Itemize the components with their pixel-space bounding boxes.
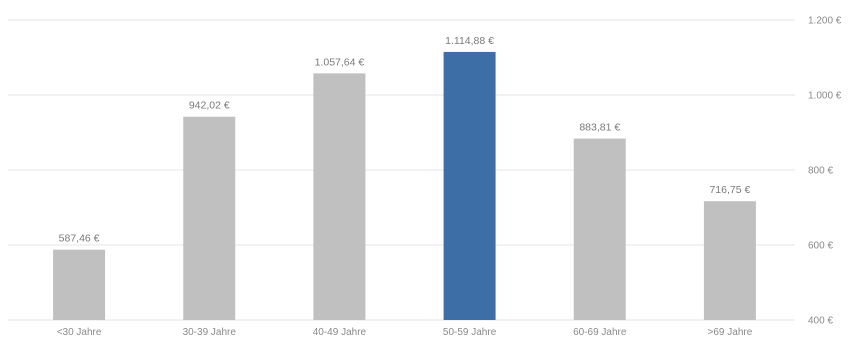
bar <box>53 249 106 320</box>
x-tick-label: 30-39 Jahre <box>183 327 237 338</box>
y-tick-label: 600 € <box>808 241 833 252</box>
x-tick-label: >69 Jahre <box>708 327 753 338</box>
data-label: 587,46 € <box>59 233 100 245</box>
bar <box>703 201 756 320</box>
x-tick-label: 40-49 Jahre <box>313 327 367 338</box>
y-tick-label: 1.000 € <box>808 91 842 102</box>
bars <box>53 51 756 321</box>
bar <box>313 73 366 320</box>
x-axis-categories: <30 Jahre 30-39 Jahre 40-49 Jahre 50-59 Jah… <box>57 327 753 338</box>
data-labels: 587,46 € 942,02 € 1.057,64 € 1.114,88 € 883,… <box>59 35 751 245</box>
data-label: 1.057,64 € <box>315 56 365 68</box>
y-axis-ticks: 400 € 600 € 800 € 1.000 € 1.200 € <box>808 16 842 327</box>
grid-lines <box>8 19 795 321</box>
data-label: 716,75 € <box>709 184 750 196</box>
bar-highlight <box>443 51 496 321</box>
y-tick-label: 800 € <box>808 166 833 177</box>
x-tick-label: 50-59 Jahre <box>443 327 497 338</box>
x-tick-label: <30 Jahre <box>57 327 102 338</box>
data-label: 1.114,88 € <box>445 35 494 47</box>
y-tick-label: 1.200 € <box>808 16 842 27</box>
x-tick-label: 60-69 Jahre <box>573 327 627 338</box>
y-tick-label: 400 € <box>808 316 833 327</box>
data-label: 883,81 € <box>579 122 620 134</box>
bar <box>183 116 236 321</box>
bar <box>573 138 626 320</box>
data-label: 942,02 € <box>189 100 230 112</box>
